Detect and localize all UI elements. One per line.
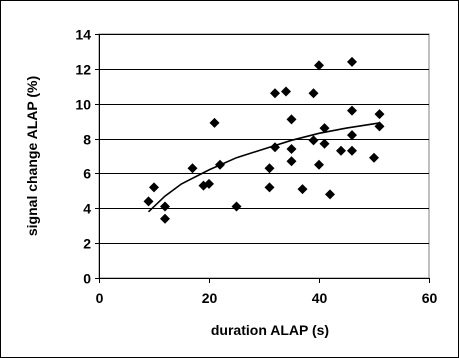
- data-point: [374, 121, 385, 132]
- data-point: [325, 189, 335, 200]
- y-tick-label: 14: [75, 27, 91, 43]
- y-tick-label: 2: [83, 236, 91, 252]
- plot-area: 0 2 4 6 8 10 12 14 0 20 40 60: [75, 27, 437, 307]
- y-tick-label: 10: [75, 97, 91, 113]
- data-point: [369, 152, 379, 163]
- data-point: [319, 123, 330, 134]
- data-point: [264, 163, 275, 174]
- data-point: [347, 105, 357, 116]
- data-point: [149, 182, 159, 193]
- data-point: [308, 88, 319, 99]
- data-point: [215, 159, 225, 170]
- data-point: [204, 178, 214, 189]
- data-point: [270, 142, 280, 153]
- data-point: [160, 201, 170, 212]
- data-point: [319, 138, 330, 149]
- data-point: [347, 56, 357, 67]
- y-tick-label: 12: [75, 62, 91, 78]
- data-point: [281, 86, 291, 97]
- y-axis-title: signal change ALAP (%): [24, 76, 40, 236]
- x-tick-label: 60: [422, 290, 438, 306]
- data-point: [308, 135, 319, 146]
- data-point: [314, 159, 324, 170]
- x-tick-label: 40: [312, 290, 328, 306]
- data-point: [297, 184, 308, 195]
- x-tick-label: 20: [202, 290, 218, 306]
- data-point: [314, 60, 324, 71]
- y-tick-label: 4: [83, 201, 91, 217]
- data-point: [286, 156, 297, 167]
- data-point: [231, 201, 242, 212]
- data-point: [286, 144, 297, 155]
- x-axis-title: duration ALAP (s): [211, 322, 329, 338]
- data-point: [270, 88, 280, 99]
- data-point: [143, 196, 154, 207]
- x-tick-label: 0: [96, 290, 104, 306]
- data-point: [160, 213, 170, 224]
- y-tick-label: 8: [83, 132, 91, 148]
- data-point: [347, 145, 357, 156]
- data-point: [264, 182, 275, 193]
- y-tick-label: 0: [83, 271, 91, 287]
- data-point: [374, 109, 385, 120]
- trendline: [147, 122, 380, 213]
- y-tick-label: 6: [83, 166, 91, 182]
- data-point: [209, 117, 220, 128]
- data-point: [336, 145, 346, 156]
- data-point: [286, 114, 297, 125]
- data-point: [187, 163, 198, 174]
- data-point: [347, 130, 357, 141]
